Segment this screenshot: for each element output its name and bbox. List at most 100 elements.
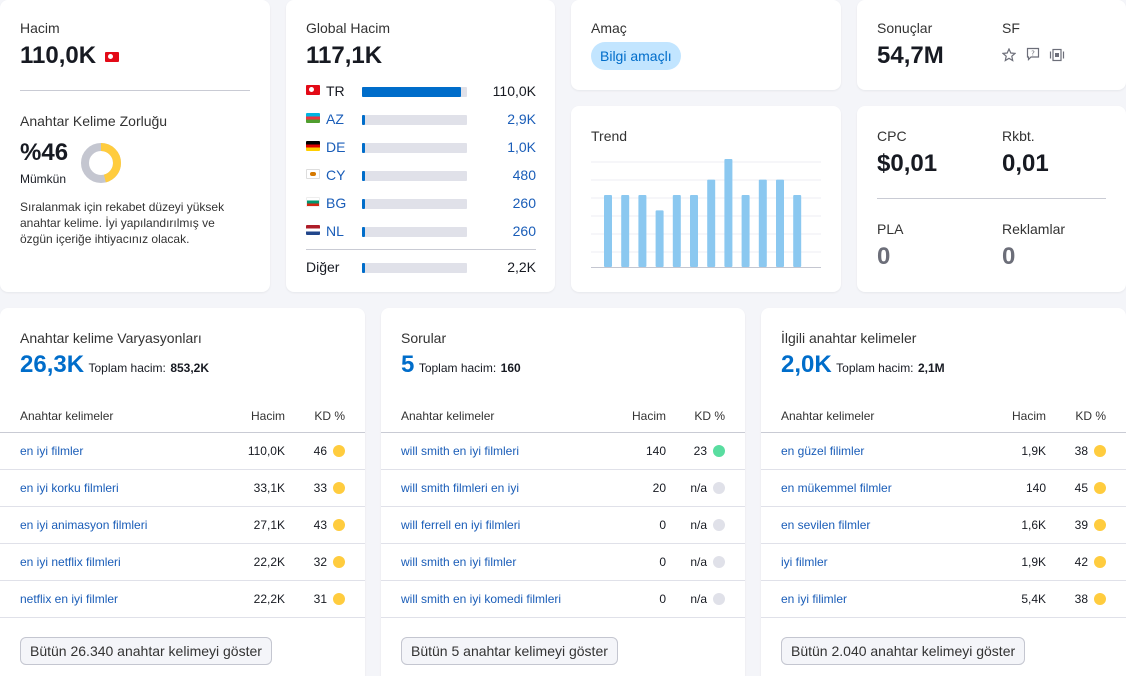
col-kd[interactable]: KD % — [314, 409, 345, 423]
cy-flag-icon — [306, 169, 320, 179]
kd-dot-icon — [333, 556, 345, 568]
kd-dot-icon — [333, 593, 345, 605]
country-row-de[interactable]: DE 1,0K — [306, 137, 536, 157]
ads-value: 0 — [1002, 243, 1016, 270]
keyword-volume: 140 — [1025, 481, 1046, 495]
variations-total-label: Toplam hacim: — [88, 361, 166, 375]
keyword-link[interactable]: netflix en iyi filmler — [20, 592, 119, 606]
az-flag-icon — [306, 113, 320, 123]
kd-dot-icon — [1094, 445, 1106, 457]
intent-badge[interactable]: Bilgi amaçlı — [591, 42, 681, 70]
kd-dot-icon — [713, 445, 725, 457]
kd-dot-icon — [333, 482, 345, 494]
questions-count[interactable]: 5 — [401, 351, 415, 378]
trend-bar[interactable] — [672, 195, 681, 267]
trend-bar[interactable] — [776, 179, 784, 267]
trend-bar[interactable] — [758, 179, 767, 267]
trend-bar[interactable] — [741, 195, 750, 267]
variations-title: Anahtar kelime Varyasyonları — [20, 330, 202, 346]
keyword-link[interactable]: en iyi filimler — [781, 592, 848, 606]
pla-value: 0 — [877, 243, 891, 270]
country-row-az[interactable]: AZ 2,9K — [306, 109, 536, 129]
col-volume[interactable]: Hacim — [631, 409, 666, 423]
trend-bar[interactable] — [793, 195, 802, 267]
table-row: en mükemmel filmler 140 45 — [761, 469, 1126, 506]
country-row-nl[interactable]: NL 260 — [306, 221, 536, 241]
results-label: Sonuçlar — [877, 20, 933, 36]
global-volume-card: Global Hacim 117,1K TR 110,0K AZ 2,9K DE 1,0K… — [286, 0, 555, 292]
show-all-button[interactable]: Bütün 26.340 anahtar kelimeyi göster — [20, 637, 272, 665]
keyword-link[interactable]: will smith en iyi filmler — [401, 555, 517, 569]
keyword-link[interactable]: will ferrell en iyi filmleri — [401, 518, 521, 532]
col-kd[interactable]: KD % — [694, 409, 725, 423]
country-code: CY — [326, 167, 346, 183]
country-row-tr[interactable]: TR 110,0K — [306, 81, 536, 101]
keyword-link[interactable]: en sevilen filmler — [781, 518, 871, 532]
show-all-button[interactable]: Bütün 5 anahtar kelimeyi göster — [401, 637, 618, 665]
questions-title: Sorular — [401, 330, 447, 346]
table-row: will smith en iyi komedi filmleri 0 n/a — [381, 580, 745, 617]
keyword-volume: 0 — [659, 555, 666, 569]
kd-dot-icon — [1094, 482, 1106, 494]
row-divider — [0, 506, 365, 507]
keyword-volume: 27,1K — [253, 518, 285, 532]
country-code: AZ — [326, 111, 344, 127]
col-volume[interactable]: Hacim — [1011, 409, 1046, 423]
keyword-link[interactable]: en güzel filimler — [781, 444, 865, 458]
variations-summary: 26,3K Toplam hacim: 853,2K — [20, 351, 209, 379]
trend-bar[interactable] — [604, 195, 612, 267]
table-row: en iyi animasyon filmleri 27,1K 43 — [0, 506, 365, 543]
col-kd[interactable]: KD % — [1075, 409, 1106, 423]
country-code: NL — [326, 223, 344, 239]
country-row-cy[interactable]: CY 480 — [306, 165, 536, 185]
carousel-icon[interactable] — [1049, 48, 1065, 62]
trend-bar[interactable] — [707, 179, 716, 267]
keyword-link[interactable]: will smith en iyi komedi filmleri — [401, 592, 562, 606]
keyword-volume: 110,0K — [247, 444, 285, 458]
row-divider — [761, 580, 1126, 581]
faq-icon[interactable]: ? — [1026, 47, 1040, 61]
sf-label: SF — [1002, 20, 1020, 36]
questions-summary: 5 Toplam hacim: 160 — [401, 351, 521, 379]
star-icon[interactable] — [1002, 48, 1016, 62]
trend-bar[interactable] — [638, 195, 647, 267]
variations-total-value: 853,2K — [170, 361, 210, 375]
variations-count[interactable]: 26,3K — [20, 351, 85, 378]
competition-value: 0,01 — [1002, 150, 1049, 177]
trend-bar[interactable] — [724, 159, 733, 267]
country-value: 480 — [512, 167, 536, 183]
keyword-volume: 0 — [659, 518, 666, 532]
country-row-bg[interactable]: BG 260 — [306, 193, 536, 213]
table-row: en güzel filimler 1,9K 38 — [761, 432, 1126, 469]
keyword-link[interactable]: will smith en iyi filmleri — [401, 444, 520, 458]
kd-dot-icon — [1094, 556, 1106, 568]
difficulty-donut — [81, 143, 121, 183]
other-bar-fill — [362, 263, 365, 273]
trend-bar[interactable] — [621, 195, 630, 267]
row-divider — [0, 580, 365, 581]
keyword-kd: n/a — [690, 518, 707, 532]
keyword-volume: 1,9K — [1021, 444, 1046, 458]
col-volume[interactable]: Hacim — [250, 409, 285, 423]
kd-dot-icon — [1094, 519, 1106, 531]
related-count[interactable]: 2,0K — [781, 351, 832, 378]
country-value: 260 — [512, 195, 536, 211]
keyword-link[interactable]: en iyi korku filmleri — [20, 481, 119, 495]
table-row: will smith en iyi filmleri 140 23 — [381, 432, 745, 469]
keyword-link[interactable]: en mükemmel filmler — [781, 481, 892, 495]
keyword-link[interactable]: en iyi animasyon filmleri — [20, 518, 148, 532]
table-header-line — [381, 432, 745, 433]
keyword-link[interactable]: will smith filmleri en iyi — [401, 481, 520, 495]
trend-bar[interactable] — [690, 195, 698, 267]
kd-dot-icon — [713, 556, 725, 568]
keyword-link[interactable]: en iyi filmler — [20, 444, 84, 458]
keyword-volume: 22,2K — [253, 555, 285, 569]
country-value: 1,0K — [507, 139, 536, 155]
keyword-link[interactable]: iyi filmler — [781, 555, 828, 569]
trend-bar[interactable] — [655, 210, 664, 267]
show-all-button[interactable]: Bütün 2.040 anahtar kelimeyi göster — [781, 637, 1026, 665]
row-divider — [381, 617, 745, 618]
nl-flag-icon — [306, 225, 320, 235]
keyword-link[interactable]: en iyi netflix filmleri — [20, 555, 121, 569]
country-row-other[interactable]: Diğer 2,2K — [306, 257, 536, 277]
